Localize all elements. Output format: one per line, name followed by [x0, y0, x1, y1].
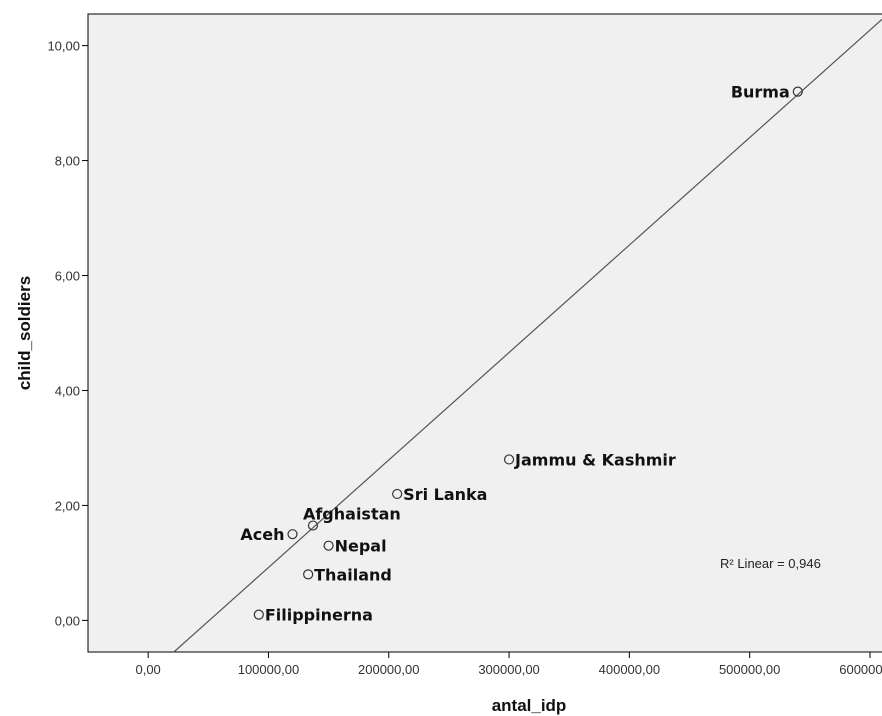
x-axis-title: antal_idp [492, 696, 567, 715]
y-tick-label: 4,00 [55, 383, 80, 398]
data-point [792, 86, 803, 97]
y-tick-label: 0,00 [55, 613, 80, 628]
y-axis-title: child_soldiers [15, 276, 34, 390]
x-tick-label: 0,00 [135, 662, 160, 677]
plot-area [87, 13, 882, 653]
data-point [253, 609, 264, 620]
y-tick-label: 10,00 [47, 39, 80, 54]
data-point [303, 569, 314, 580]
data-point [287, 529, 298, 540]
point-label: Burma [731, 83, 790, 102]
point-label: Sri Lanka [403, 485, 487, 504]
x-tick-label: 400000,00 [599, 662, 660, 677]
regression-line [173, 18, 882, 653]
y-tick-label: 8,00 [55, 154, 80, 169]
point-label: Aceh [240, 525, 284, 544]
point-label: Thailand [314, 565, 392, 584]
x-tick-label: 200000,00 [358, 662, 419, 677]
r-squared-annotation: R² Linear = 0,946 [720, 556, 821, 571]
point-label: Nepal [335, 537, 387, 556]
y-tick-label: 6,00 [55, 269, 80, 284]
data-point [392, 488, 403, 500]
data-point [307, 520, 319, 531]
x-tick-label: 600000,00 [839, 662, 882, 677]
x-tick-label: 500000,00 [719, 662, 780, 677]
point-label: Afghaistan [303, 505, 401, 524]
y-axis: 0,00 2,00 4,00 6,00 8,00 10,00 [47, 39, 88, 628]
data-point [503, 454, 515, 465]
x-tick-label: 300000,00 [478, 662, 539, 677]
y-tick-label: 2,00 [55, 498, 80, 513]
data-point [323, 540, 334, 551]
x-axis: 0,00 100000,00 200000,00 300000,00 400000,00… [135, 652, 882, 677]
point-label: Jammu & Kashmir [514, 450, 676, 469]
point-label: Filippinerna [265, 606, 373, 625]
x-tick-label: 100000,00 [238, 662, 299, 677]
